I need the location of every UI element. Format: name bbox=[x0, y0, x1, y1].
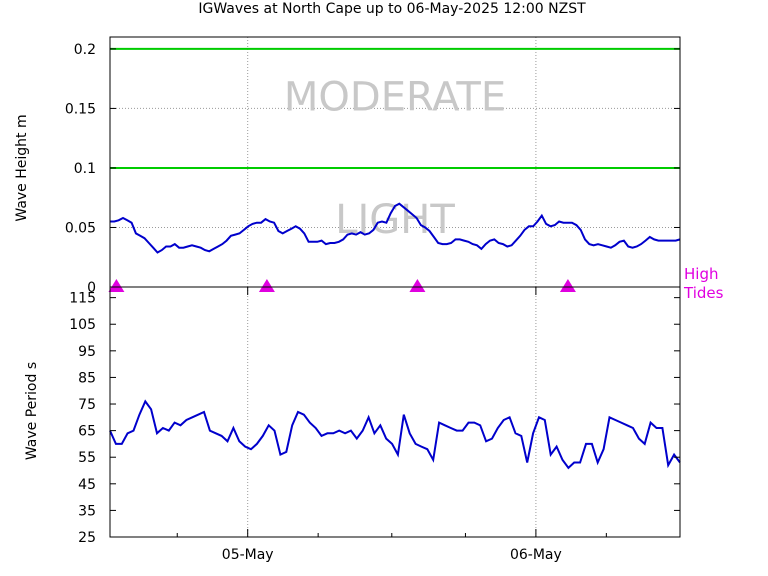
y-tick-label: 55 bbox=[78, 450, 96, 466]
y-tick-label: 105 bbox=[69, 317, 96, 333]
threshold-lines bbox=[110, 47, 680, 169]
y-tick-label: 0 bbox=[87, 280, 96, 296]
x-tick-label: 06-May bbox=[510, 547, 562, 563]
wave-period-y-ticks: 25 35 45 55 65 75 85 95 105 115 bbox=[69, 291, 680, 546]
wave-height-panel: MODERATE LIGHT 0 0.05 0.1 0.15 0.2 Wave Heigh… bbox=[14, 37, 681, 296]
band-label: MODERATE bbox=[284, 75, 506, 121]
y-tick-label: 65 bbox=[78, 424, 96, 440]
band-label: LIGHT bbox=[335, 197, 455, 243]
y-tick-label: 0.05 bbox=[65, 220, 96, 236]
y-tick-label: 85 bbox=[78, 370, 96, 386]
high-tide-marker bbox=[108, 279, 125, 292]
y-tick-label: 35 bbox=[78, 503, 96, 519]
x-tick-label: 05-May bbox=[222, 547, 274, 563]
y-tick-label: 0.2 bbox=[74, 42, 96, 58]
y-tick-label: 115 bbox=[69, 291, 96, 307]
wave-height-y-ticks: 0 0.05 0.1 0.15 0.2 bbox=[65, 42, 680, 296]
y-tick-label: 95 bbox=[78, 344, 96, 360]
y-tick-label: 75 bbox=[78, 397, 96, 413]
high-tide-marker bbox=[409, 279, 426, 292]
y-tick-label: 0.15 bbox=[65, 101, 96, 117]
wave-height-series-line bbox=[110, 202, 681, 254]
wave-period-axis-label: Wave Period s bbox=[24, 362, 40, 460]
band-labels: MODERATE LIGHT bbox=[284, 75, 506, 244]
wave-height-axis-label: Wave Height m bbox=[14, 114, 30, 221]
high-tides-label-line2: Tides bbox=[683, 284, 724, 302]
wave-period-gridlines bbox=[247, 287, 537, 537]
y-tick-label: 25 bbox=[78, 530, 96, 546]
y-tick-label: 0.1 bbox=[74, 161, 96, 177]
y-tick-label: 45 bbox=[78, 477, 96, 493]
wave-period-panel: 25 35 45 55 65 75 85 95 105 115 05-May 06-May Wave… bbox=[24, 287, 681, 563]
high-tide-marker bbox=[559, 279, 576, 292]
high-tide-marker bbox=[258, 279, 275, 292]
high-tides-label-line1: High bbox=[684, 265, 718, 283]
high-tide-markers bbox=[108, 279, 576, 292]
x-axis-ticks: 05-May 06-May bbox=[176, 287, 607, 563]
chart-title: IGWaves at North Cape up to 06-May-2025 … bbox=[198, 1, 586, 17]
wave-period-series-line bbox=[109, 399, 681, 470]
